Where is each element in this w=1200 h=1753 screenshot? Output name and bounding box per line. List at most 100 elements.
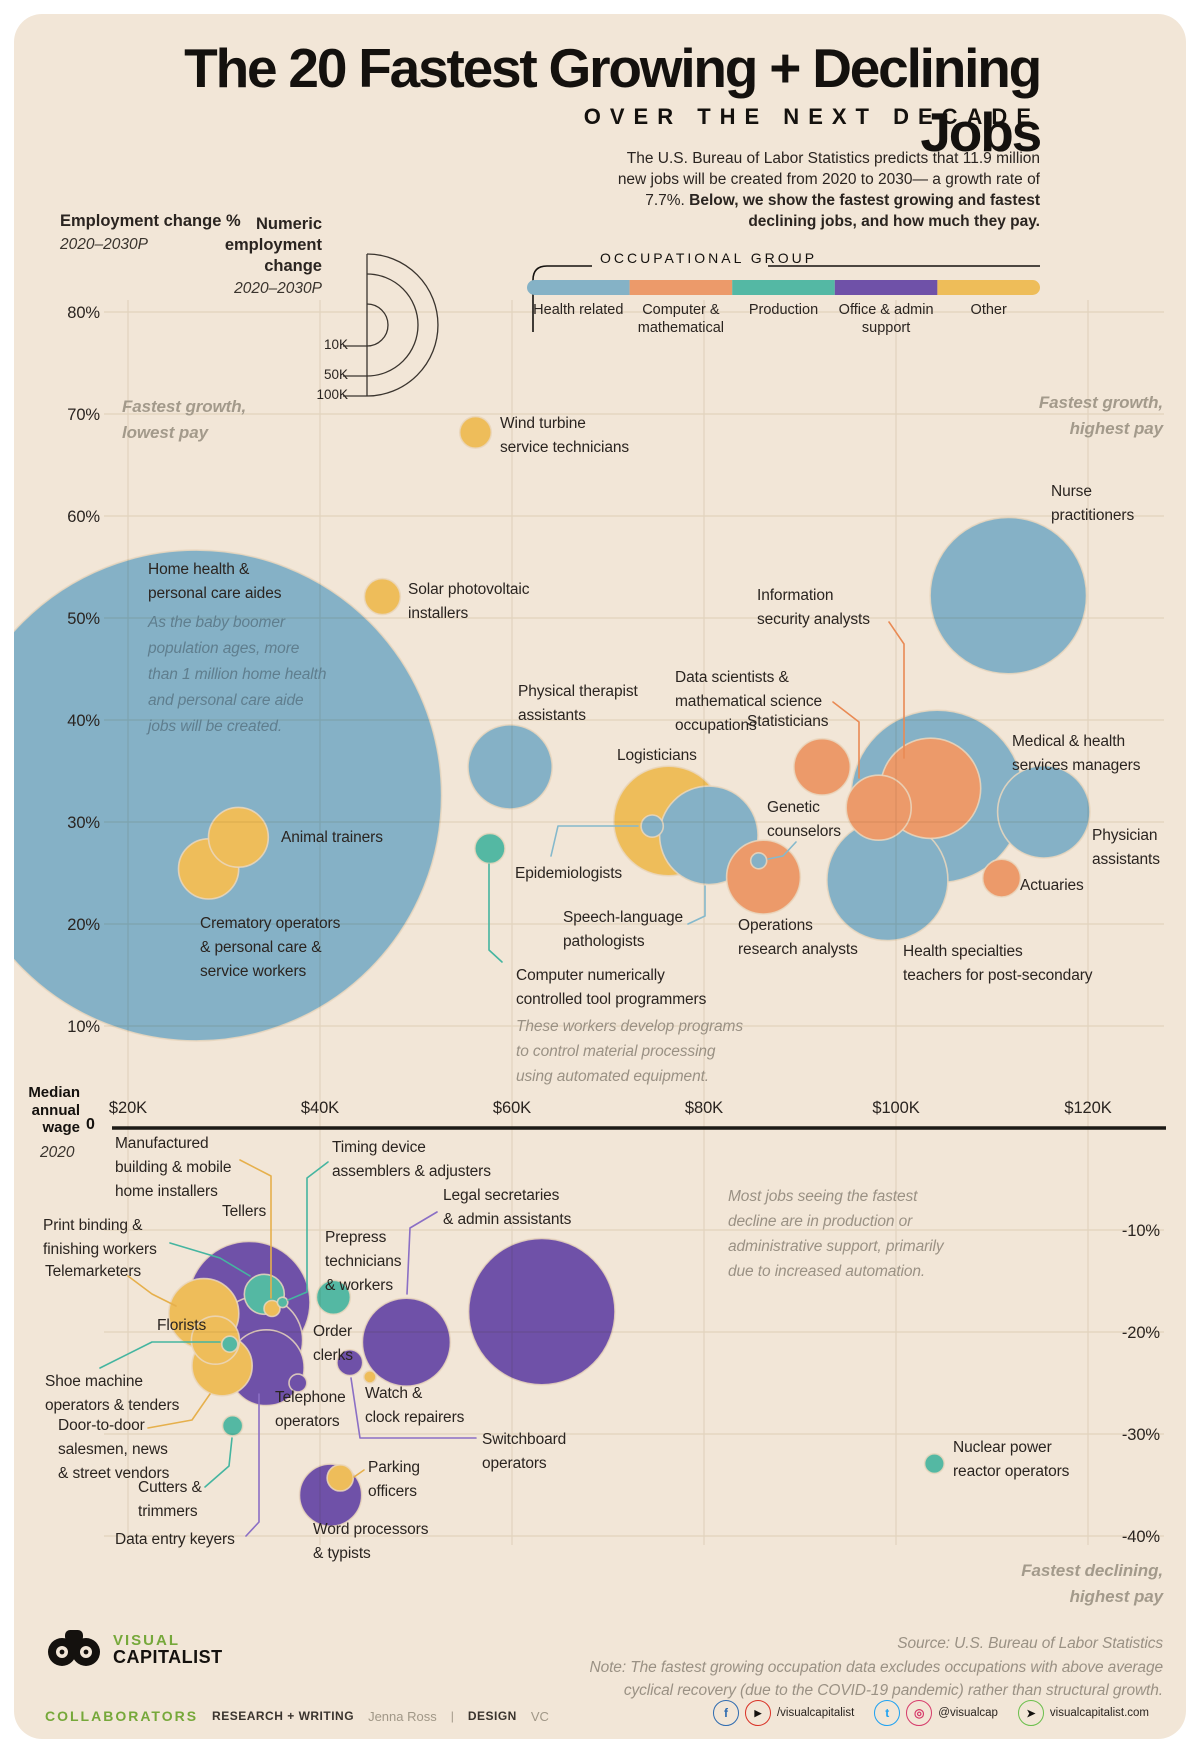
bubble-statisticians [793, 737, 852, 796]
collaborator-name: Jenna Ross [368, 1708, 437, 1724]
x-tick-40k: $40K [300, 1099, 340, 1117]
social-handle-visualcapitalist-com[interactable]: visualcapitalist.com [1049, 1707, 1149, 1719]
label-information: Information security analysts [757, 587, 870, 628]
label-fastest-declining: Fastest declining, highest pay [1021, 1561, 1163, 1606]
connector-line [287, 1161, 329, 1301]
label-shoe-machine: Shoe machine operators & tenders [45, 1373, 180, 1414]
size-legend-ring-100K [366, 253, 439, 397]
bubble-home-health-personal-care-aides [14, 549, 443, 1042]
label-medical-health: Medical & health services managers [1012, 733, 1141, 774]
label-genetic: Genetic counselors [767, 799, 841, 840]
bubble-cutters-trimmers [221, 1414, 244, 1437]
collaborator-separator: | [450, 1709, 454, 1723]
legend-swatch-other [937, 280, 1040, 295]
label-tellers: Tellers [222, 1203, 267, 1220]
connector-line [406, 1211, 438, 1295]
label-telephone: Telephone operators [275, 1389, 346, 1430]
bubble-nuclear-power-reactor-operators [923, 1452, 946, 1475]
bubble-prepress-technicians-workers [315, 1279, 352, 1316]
size-legend-ring-10K [366, 303, 389, 347]
connector-line [353, 1469, 365, 1478]
bubble-solar-photovoltaic-installers [363, 577, 402, 616]
label-print-binding: Print binding & finishing workers [43, 1217, 157, 1258]
bubble-parking-officers [326, 1464, 355, 1492]
social-handle-visualcap[interactable]: @visualcap [938, 1707, 998, 1719]
bubble-wind-turbine-service-technicians [458, 415, 493, 450]
social-handle-visualcapitalist[interactable]: /visualcapitalist [776, 1707, 855, 1719]
label-nurse: Nurse practitioners [1051, 483, 1135, 524]
size-legend-title: Numeric employment change [224, 215, 322, 275]
page-title: The 20 Fastest Growing + Declining Jobs [184, 37, 1042, 163]
y-tick-neg-30: -30% [1121, 1426, 1160, 1444]
y-tick-neg-10: -10% [1121, 1222, 1160, 1240]
cursor-icon[interactable]: ➤ [1017, 1700, 1044, 1726]
connector-line [550, 825, 639, 857]
x-tick-100k: $100K [872, 1099, 920, 1117]
label-fastest-growth: Fastest growth, highest pay [1038, 393, 1163, 438]
connector-line [239, 1159, 272, 1299]
label-fastest-growth: Fastest growth, lowest pay [122, 397, 247, 442]
bubble-physical-therapist-assistants [467, 724, 553, 810]
label-physical-therapist: Physical therapist assistants [518, 683, 638, 724]
connector-line [127, 1275, 177, 1307]
label-these-workers-develop-programs: These workers develop programs to contro… [516, 1018, 744, 1085]
connector-line [99, 1341, 221, 1369]
intro-bold-text: Below, we show the fastest growing and f… [689, 192, 1040, 230]
x-tick-120k: $120K [1064, 1099, 1112, 1117]
bubble-data-scientists-mathematical-science-occupations [845, 774, 913, 842]
x-axis-zero-label: 0 [86, 1116, 95, 1133]
label-timing-device: Timing device assemblers & adjusters [332, 1139, 491, 1180]
label-telemarketers: Telemarketers [45, 1263, 142, 1280]
label-crematory-operators: Crematory operators & personal care & se… [200, 915, 341, 980]
connector-line [204, 1437, 233, 1488]
label-note-the-fastest-growing-occupation-data-excludes-occupations-with-above-average: Note: The fastest growing occupation dat… [589, 1659, 1163, 1699]
bubble-actuaries [981, 858, 1022, 898]
size-tick-50K: 50K [323, 367, 348, 382]
bubble-computer-numerically-controlled-tool-programmers [473, 832, 506, 865]
label-epidemiologists: Epidemiologists [515, 865, 623, 882]
connector-line [169, 1242, 251, 1277]
label-as-the-baby-boomer: As the baby boomer population ages, more… [148, 614, 327, 735]
connector-line [888, 621, 905, 759]
infographic-card: The 20 Fastest Growing + Declining Jobs … [14, 14, 1186, 1739]
label-order: Order clerks [313, 1323, 353, 1364]
size-tick-10K: 10K [323, 337, 348, 352]
facebook-icon[interactable]: f [712, 1700, 739, 1726]
twitter-icon[interactable]: t [874, 1700, 901, 1726]
intro-normal-text: The U.S. Bureau of Labor Statistics pred… [617, 150, 1040, 209]
label-data-entry-keyers: Data entry keyers [115, 1531, 235, 1548]
y-axis-period: 2020–2030P [60, 236, 148, 253]
y-tick-10: 10% [67, 1018, 100, 1036]
bubble-timing-device-assemblers-adjusters [276, 1296, 289, 1309]
collaborators-label: COLLABORATORS [45, 1708, 199, 1724]
y-tick-neg-40: -40% [1121, 1528, 1160, 1546]
label-operations: Operations research analysts [738, 917, 858, 958]
legend-swatch-production [732, 280, 835, 295]
bubble-physician-assistants [996, 764, 1091, 859]
bubble-operations-research-analysts [725, 839, 802, 915]
collaborator-role: DESIGN [467, 1709, 517, 1723]
bubble-telephone-operators [288, 1373, 308, 1393]
label-legal-secretaries: Legal secretaries & admin assistants [443, 1187, 572, 1228]
intro-paragraph: The U.S. Bureau of Labor Statistics pred… [610, 148, 1040, 232]
collaborators-row: COLLABORATORS RESEARCH + WRITING Jenna Ros… [45, 1708, 549, 1724]
instagram-icon[interactable]: ◎ [906, 1700, 933, 1726]
legend-swatch-office-admin-support [834, 280, 938, 295]
label-logisticians: Logisticians [617, 747, 697, 764]
label-parking: Parking officers [368, 1459, 420, 1500]
x-axis-title: Median annual wage [28, 1084, 80, 1136]
play-icon[interactable]: ▶ [744, 1700, 771, 1726]
y-tick-40: 40% [67, 712, 100, 730]
bubble-executive-secretaries-admin-assistants [467, 1237, 616, 1386]
label-solar-photovoltaic: Solar photovoltaic installers [408, 581, 530, 622]
connector-line [147, 1393, 211, 1429]
bubble-nurse-practitioners [929, 516, 1088, 675]
bubble-manufactured-building-mobile-home-installers [263, 1299, 281, 1318]
size-tick-100K: 100K [316, 387, 348, 402]
legend-label-computer-mathematical: Computer & mathematical [637, 302, 725, 336]
label-actuaries: Actuaries [1020, 877, 1084, 894]
label-cutters: Cutters & trimmers [138, 1479, 202, 1520]
collaborator-role: RESEARCH + WRITING [212, 1709, 355, 1723]
y-tick-80: 80% [67, 304, 100, 322]
bubble-shoe-machine-operators-tenders [221, 1335, 239, 1353]
